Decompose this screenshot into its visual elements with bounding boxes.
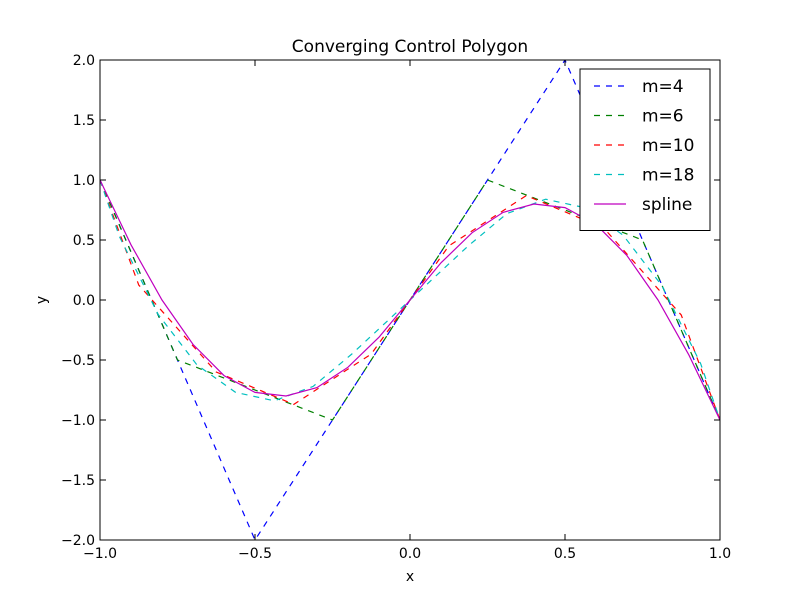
chart-title: Converging Control Polygon xyxy=(292,37,528,57)
series-line-spline xyxy=(100,179,720,421)
x-tick-label: 0.5 xyxy=(554,546,576,562)
legend-label: m=6 xyxy=(642,107,684,127)
y-tick-label: 1.5 xyxy=(73,113,95,129)
legend-label: spline xyxy=(642,195,692,215)
axis-ticks: −1.0 −0.5 0.0 0.5 1.0 −2.0 −1.5 −1.0 −0.5 0.0 0.5 1… xyxy=(61,53,731,562)
y-tick-label: −0.5 xyxy=(61,353,95,369)
y-axis-label: y xyxy=(34,296,50,304)
y-tick-label: −2.0 xyxy=(61,533,95,549)
legend-label: m=18 xyxy=(642,166,694,186)
x-axis-label: x xyxy=(406,569,414,585)
x-tick-label: −1.0 xyxy=(83,546,117,562)
legend-label: m=4 xyxy=(642,77,684,97)
y-tick-label: 0.5 xyxy=(73,233,95,249)
series-layer xyxy=(100,60,720,540)
y-tick-label: 0.0 xyxy=(73,293,95,309)
x-tick-label: 0.0 xyxy=(399,546,421,562)
y-tick-label: −1.5 xyxy=(61,473,95,489)
y-tick-label: −1.0 xyxy=(61,413,95,429)
x-tick-label: 1.0 xyxy=(709,546,731,562)
y-tick-label: 1.0 xyxy=(73,173,95,189)
legend-label: m=10 xyxy=(642,136,694,156)
x-tick-label: −0.5 xyxy=(238,546,272,562)
legend: m=4 m=6 m=10 m=18 spline xyxy=(579,68,711,231)
y-tick-label: 2.0 xyxy=(73,53,95,69)
